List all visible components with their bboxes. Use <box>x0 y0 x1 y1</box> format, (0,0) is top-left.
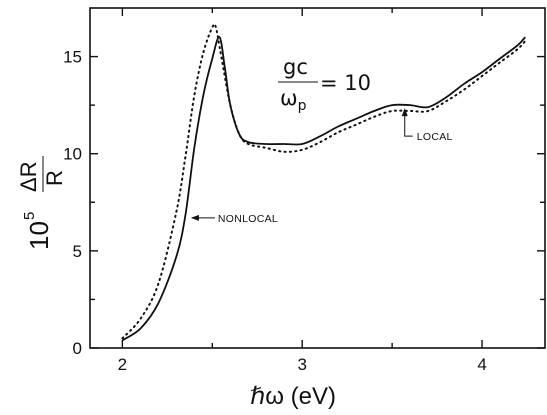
y-axis-title-numerator: ΔR <box>16 161 41 192</box>
y-axis-title-factor: 10 <box>24 221 54 250</box>
local-leader-line <box>404 110 413 137</box>
axes: 2 3 4 0 5 10 15 <box>63 7 546 374</box>
y-axis-title: 10 5 ΔR R <box>16 156 67 250</box>
formula-numerator: gc <box>283 55 308 79</box>
y-tick-label: 15 <box>63 48 82 67</box>
solid-curve <box>121 36 526 341</box>
x-tick-label: 4 <box>477 355 486 374</box>
y-tick-label: 0 <box>73 339 82 358</box>
formula-denominator-base: ω <box>280 86 298 110</box>
series-layer <box>121 23 527 341</box>
y-tick-label: 5 <box>73 242 82 261</box>
formula-denominator-sub: p <box>298 98 307 114</box>
y-tick-label: 10 <box>63 145 82 164</box>
local-arrow-head <box>401 108 408 117</box>
formula-denominator: ωp <box>280 86 307 114</box>
local-label: LOCAL <box>417 131 453 143</box>
annotations: LOCAL NONLOCAL <box>190 108 453 225</box>
nonlocal-label: NONLOCAL <box>218 213 278 225</box>
x-axis-title-symbol: ℏω <box>250 383 284 410</box>
y-axis-title-exponent: 5 <box>21 212 38 220</box>
formula-annotation: gc ωp = 10 <box>278 55 371 114</box>
nonlocal-arrow-head <box>190 214 199 221</box>
x-axis-title: ℏω (eV) <box>250 383 336 410</box>
plot-frame <box>89 7 546 349</box>
x-tick-label: 3 <box>297 355 306 374</box>
dotted-curve <box>121 23 527 340</box>
x-axis-title-unit: (eV) <box>284 383 336 410</box>
y-axis-title-denominator: R <box>42 170 67 186</box>
formula-equals: = 10 <box>320 71 371 95</box>
x-tick-label: 2 <box>118 355 127 374</box>
